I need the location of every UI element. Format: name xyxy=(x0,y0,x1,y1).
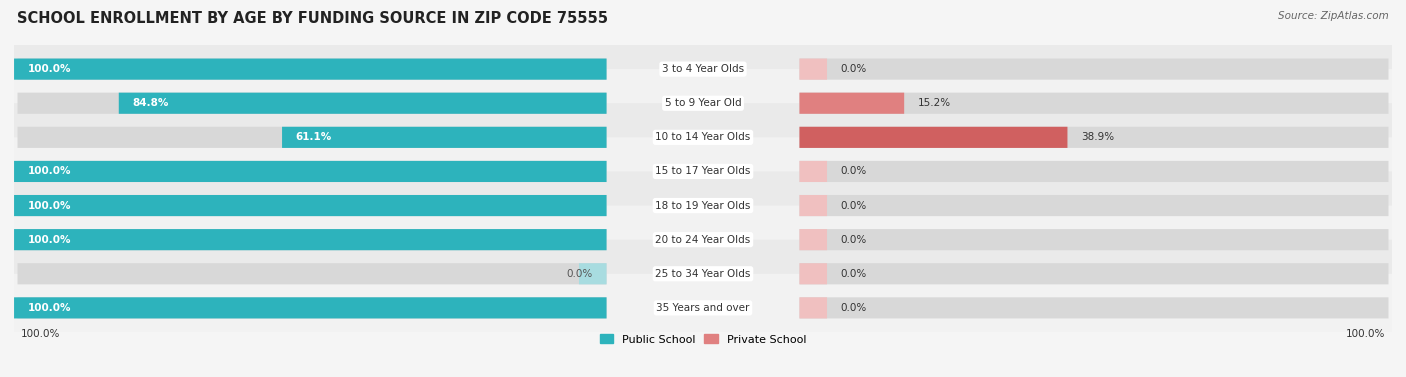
Text: 38.9%: 38.9% xyxy=(1081,132,1115,143)
FancyBboxPatch shape xyxy=(11,240,1395,308)
FancyBboxPatch shape xyxy=(118,93,606,114)
Text: 25 to 34 Year Olds: 25 to 34 Year Olds xyxy=(655,269,751,279)
FancyBboxPatch shape xyxy=(17,229,606,250)
Text: 3 to 4 Year Olds: 3 to 4 Year Olds xyxy=(662,64,744,74)
FancyBboxPatch shape xyxy=(800,263,827,284)
FancyBboxPatch shape xyxy=(800,229,1389,250)
Text: 100.0%: 100.0% xyxy=(28,303,72,313)
Text: 0.0%: 0.0% xyxy=(841,269,868,279)
Text: 100.0%: 100.0% xyxy=(28,64,72,74)
FancyBboxPatch shape xyxy=(11,103,1395,172)
FancyBboxPatch shape xyxy=(800,58,827,80)
FancyBboxPatch shape xyxy=(800,195,827,216)
Text: 15.2%: 15.2% xyxy=(918,98,950,108)
FancyBboxPatch shape xyxy=(17,93,606,114)
FancyBboxPatch shape xyxy=(17,58,606,80)
FancyBboxPatch shape xyxy=(17,161,606,182)
FancyBboxPatch shape xyxy=(800,161,827,182)
FancyBboxPatch shape xyxy=(17,195,606,216)
Text: 0.0%: 0.0% xyxy=(841,234,868,245)
FancyBboxPatch shape xyxy=(800,195,1389,216)
FancyBboxPatch shape xyxy=(800,297,827,319)
Text: 0.0%: 0.0% xyxy=(567,269,593,279)
FancyBboxPatch shape xyxy=(800,93,904,114)
Text: 20 to 24 Year Olds: 20 to 24 Year Olds xyxy=(655,234,751,245)
Text: 0.0%: 0.0% xyxy=(841,64,868,74)
Text: 100.0%: 100.0% xyxy=(28,201,72,211)
FancyBboxPatch shape xyxy=(283,127,606,148)
FancyBboxPatch shape xyxy=(800,297,1389,319)
FancyBboxPatch shape xyxy=(11,274,1395,342)
FancyBboxPatch shape xyxy=(11,172,1395,240)
Text: 100.0%: 100.0% xyxy=(28,234,72,245)
FancyBboxPatch shape xyxy=(17,127,606,148)
FancyBboxPatch shape xyxy=(11,69,1395,137)
FancyBboxPatch shape xyxy=(800,93,1389,114)
Legend: Public School, Private School: Public School, Private School xyxy=(595,330,811,349)
Text: 100.0%: 100.0% xyxy=(21,329,60,340)
Text: 100.0%: 100.0% xyxy=(28,166,72,176)
Text: 18 to 19 Year Olds: 18 to 19 Year Olds xyxy=(655,201,751,211)
Text: 5 to 9 Year Old: 5 to 9 Year Old xyxy=(665,98,741,108)
FancyBboxPatch shape xyxy=(14,161,606,182)
FancyBboxPatch shape xyxy=(579,263,606,284)
Text: SCHOOL ENROLLMENT BY AGE BY FUNDING SOURCE IN ZIP CODE 75555: SCHOOL ENROLLMENT BY AGE BY FUNDING SOUR… xyxy=(17,11,607,26)
FancyBboxPatch shape xyxy=(800,58,1389,80)
FancyBboxPatch shape xyxy=(800,229,827,250)
FancyBboxPatch shape xyxy=(800,127,1389,148)
FancyBboxPatch shape xyxy=(800,263,1389,284)
FancyBboxPatch shape xyxy=(14,58,606,80)
FancyBboxPatch shape xyxy=(17,297,606,319)
FancyBboxPatch shape xyxy=(11,137,1395,205)
Text: 0.0%: 0.0% xyxy=(841,166,868,176)
Text: Source: ZipAtlas.com: Source: ZipAtlas.com xyxy=(1278,11,1389,21)
Text: 100.0%: 100.0% xyxy=(1346,329,1385,340)
FancyBboxPatch shape xyxy=(14,297,606,319)
FancyBboxPatch shape xyxy=(800,161,1389,182)
Text: 0.0%: 0.0% xyxy=(841,303,868,313)
FancyBboxPatch shape xyxy=(14,195,606,216)
Text: 35 Years and over: 35 Years and over xyxy=(657,303,749,313)
Text: 10 to 14 Year Olds: 10 to 14 Year Olds xyxy=(655,132,751,143)
FancyBboxPatch shape xyxy=(17,263,606,284)
FancyBboxPatch shape xyxy=(800,127,1067,148)
Text: 15 to 17 Year Olds: 15 to 17 Year Olds xyxy=(655,166,751,176)
FancyBboxPatch shape xyxy=(11,35,1395,103)
FancyBboxPatch shape xyxy=(11,205,1395,274)
FancyBboxPatch shape xyxy=(14,229,606,250)
Text: 61.1%: 61.1% xyxy=(295,132,332,143)
Text: 84.8%: 84.8% xyxy=(132,98,169,108)
Text: 0.0%: 0.0% xyxy=(841,201,868,211)
